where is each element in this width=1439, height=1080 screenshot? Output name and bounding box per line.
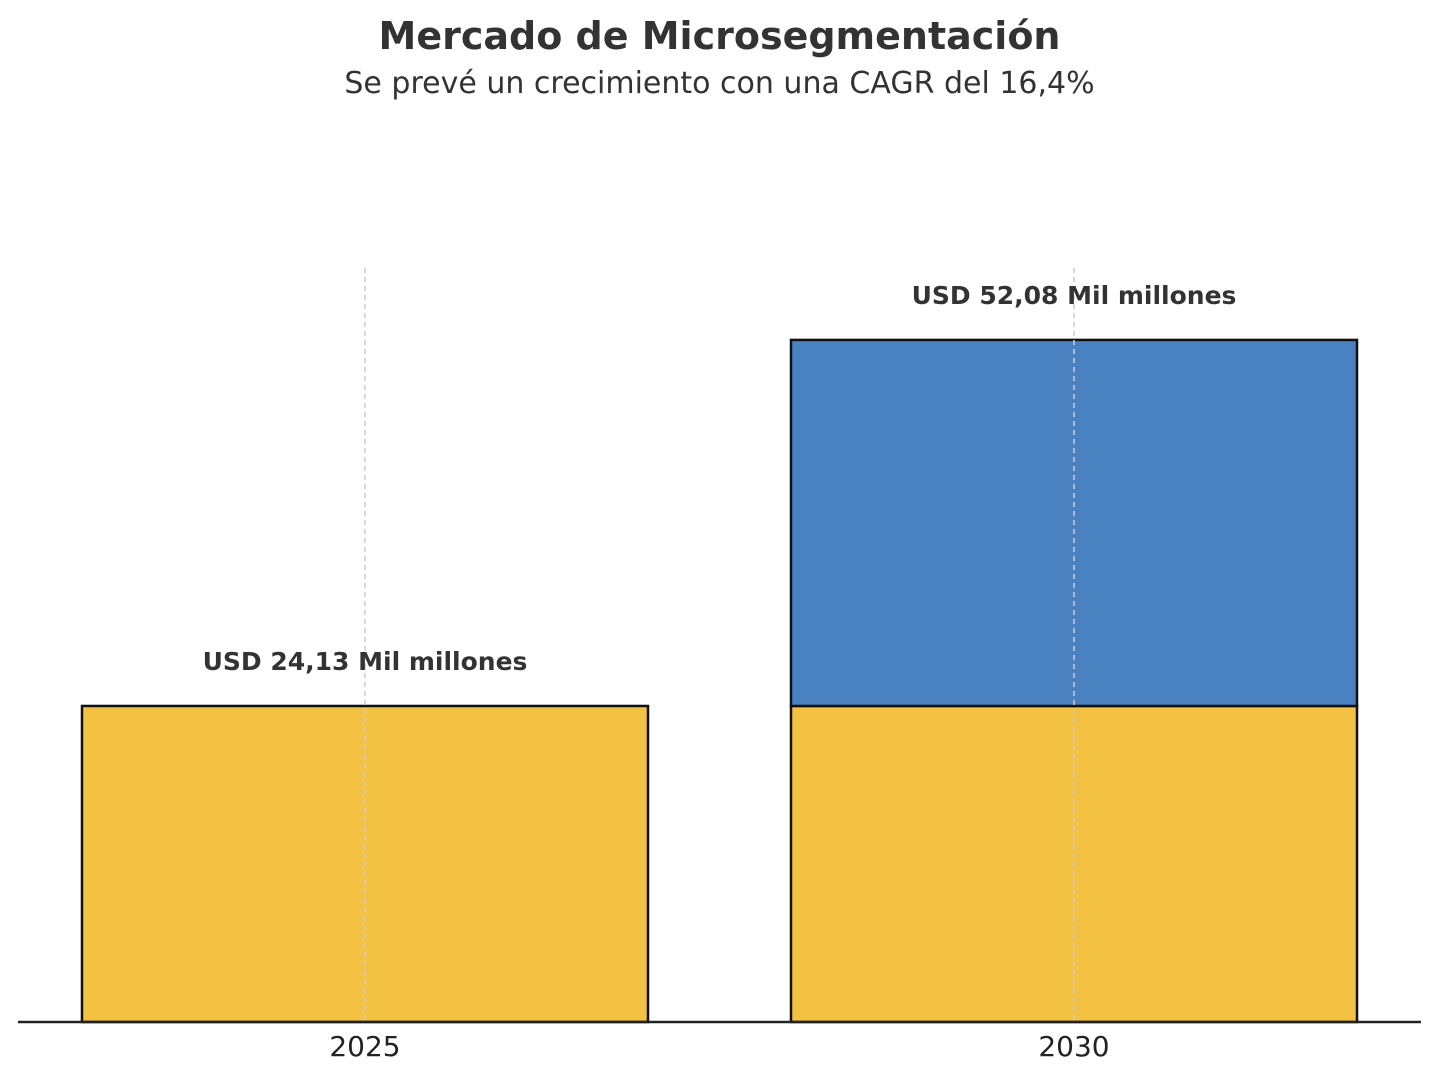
chart-subtitle: Se prevé un crecimiento con una CAGR del… bbox=[344, 66, 1095, 101]
x-tick-label-2025: 2025 bbox=[329, 1030, 400, 1063]
bars-layer bbox=[80, 338, 1359, 1024]
x-tick-label-2030: 2030 bbox=[1038, 1030, 1109, 1063]
overlay-layer bbox=[18, 268, 1421, 1024]
data-label-2025: USD 24,13 Mil millones bbox=[203, 647, 528, 676]
chart-title: Mercado de Microsegmentación bbox=[378, 14, 1061, 58]
labels-layer: 2025 2030 USD 24,13 Mil millones USD 52,08 … bbox=[203, 281, 1237, 1063]
data-label-2030: USD 52,08 Mil millones bbox=[912, 281, 1237, 310]
